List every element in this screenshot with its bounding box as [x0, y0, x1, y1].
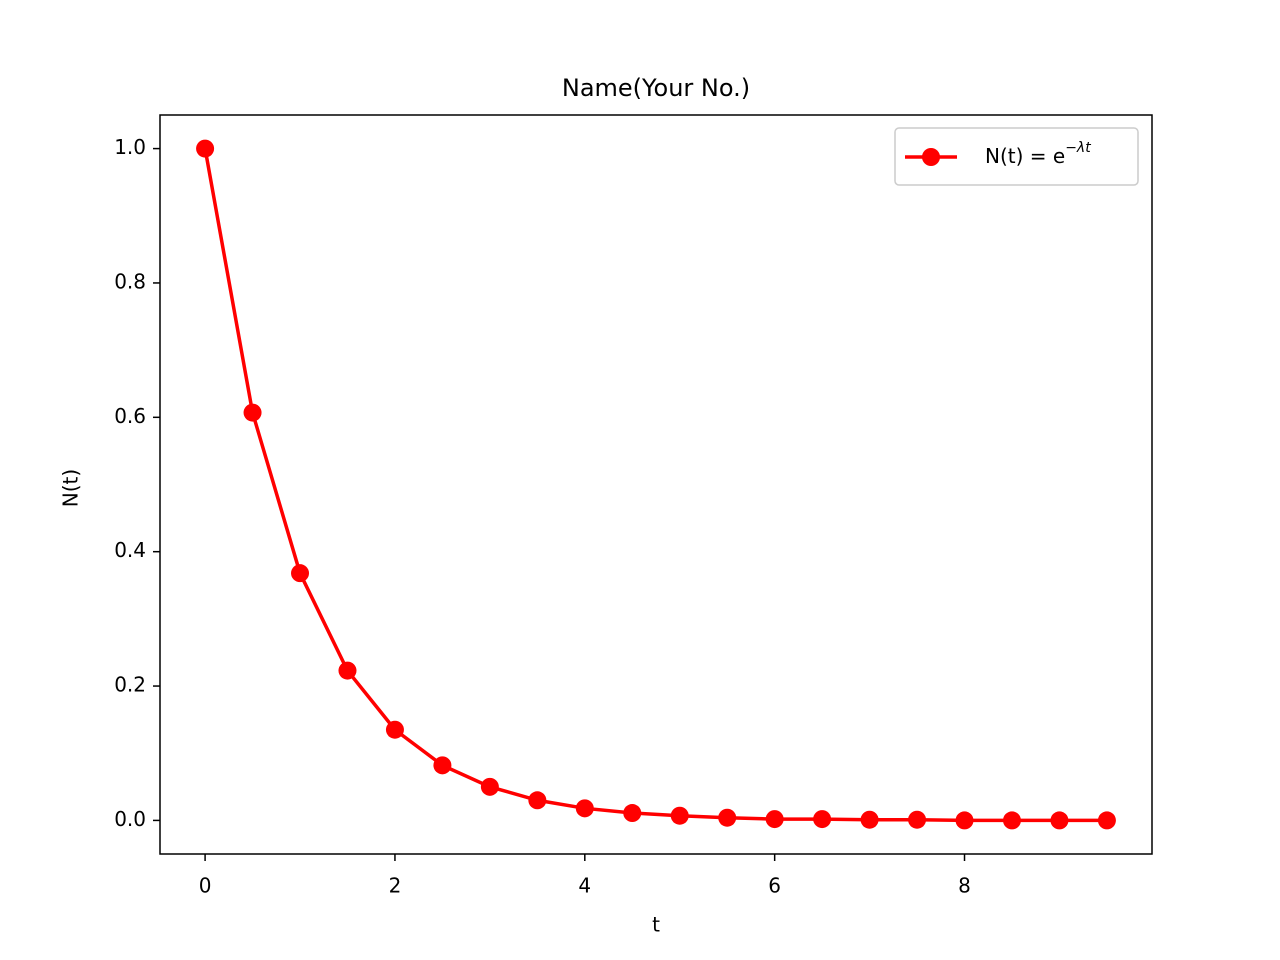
legend-marker — [922, 148, 940, 166]
x-tick-label: 6 — [768, 874, 781, 898]
data-point — [291, 564, 310, 583]
data-point — [338, 661, 357, 680]
legend-box — [894, 127, 1139, 186]
data-point — [1050, 811, 1069, 830]
data-point — [860, 810, 879, 829]
x-tick-label: 0 — [199, 874, 212, 898]
y-axis-label: N(t) — [59, 469, 83, 507]
x-tick-label: 2 — [389, 874, 402, 898]
x-tick-label: 8 — [958, 874, 971, 898]
legend-label: N(t) = e−λt — [985, 140, 1091, 168]
data-point — [813, 810, 832, 829]
data-point — [243, 403, 262, 422]
x-axis-label: t — [652, 913, 660, 937]
y-tick-label: 0.6 — [114, 404, 146, 428]
data-point — [480, 777, 499, 796]
y-tick-label: 0.2 — [114, 673, 146, 697]
legend-label-main: N(t) = e — [985, 144, 1065, 168]
plot-frame — [159, 114, 1153, 855]
y-tick-label: 1.0 — [114, 135, 146, 159]
y-tick-label: 0.4 — [114, 538, 146, 562]
data-point — [1097, 811, 1116, 830]
data-point — [623, 804, 642, 823]
y-tick-label: 0.0 — [114, 807, 146, 831]
legend-label-exp: −λt — [1065, 140, 1091, 156]
data-point — [575, 799, 594, 818]
data-point — [385, 720, 404, 739]
data-point — [433, 756, 452, 775]
chart-title: Name(Your No.) — [562, 74, 750, 102]
data-point — [528, 791, 547, 810]
y-tick-label: 0.8 — [114, 269, 146, 293]
data-point — [1002, 811, 1021, 830]
data-point — [718, 808, 737, 827]
data-point — [765, 810, 784, 829]
data-point — [908, 810, 927, 829]
data-point — [196, 139, 215, 158]
data-point — [955, 811, 974, 830]
data-point — [670, 806, 689, 825]
x-tick-label: 4 — [578, 874, 591, 898]
